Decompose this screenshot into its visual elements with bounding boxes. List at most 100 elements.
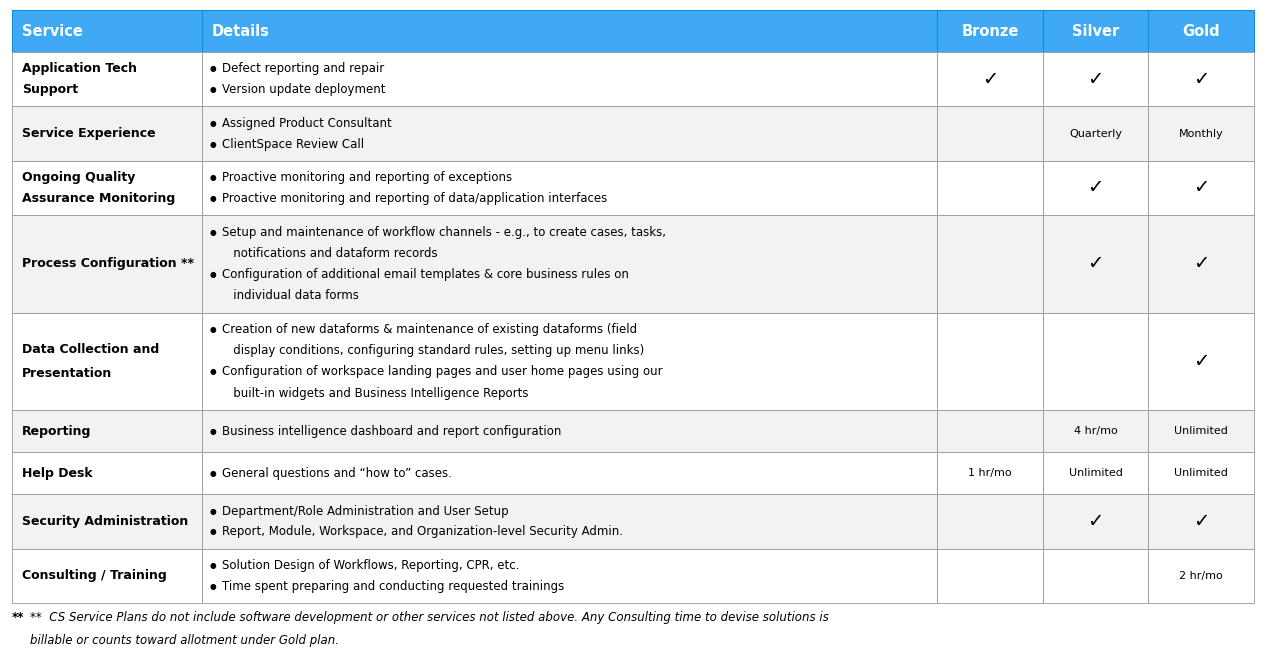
Text: Assurance Monitoring: Assurance Monitoring bbox=[22, 192, 175, 205]
Bar bbox=[11, 410, 203, 452]
Text: ●: ● bbox=[210, 86, 216, 94]
Bar bbox=[1043, 410, 1148, 452]
Text: ✓: ✓ bbox=[1193, 178, 1209, 197]
Text: Proactive monitoring and reporting of data/application interfaces: Proactive monitoring and reporting of da… bbox=[222, 192, 608, 205]
Text: Silver: Silver bbox=[1072, 24, 1119, 39]
Text: ✓: ✓ bbox=[1193, 70, 1209, 89]
Bar bbox=[1043, 313, 1148, 410]
Bar bbox=[11, 494, 203, 549]
Text: Ongoing Quality: Ongoing Quality bbox=[22, 171, 135, 184]
Text: display conditions, configuring standard rules, setting up menu links): display conditions, configuring standard… bbox=[222, 344, 644, 357]
Text: Configuration of additional email templates & core business rules on: Configuration of additional email templa… bbox=[222, 268, 629, 281]
Bar bbox=[1043, 452, 1148, 494]
Bar bbox=[11, 215, 203, 313]
Bar bbox=[203, 52, 937, 107]
Bar bbox=[203, 215, 937, 313]
Text: General questions and “how to” cases.: General questions and “how to” cases. bbox=[222, 467, 452, 480]
Text: Application Tech: Application Tech bbox=[22, 63, 137, 75]
Bar bbox=[937, 107, 1043, 161]
Text: ●: ● bbox=[210, 468, 216, 478]
Bar bbox=[937, 161, 1043, 215]
Text: ●: ● bbox=[210, 528, 216, 536]
Text: ✓: ✓ bbox=[1193, 255, 1209, 273]
Bar bbox=[937, 52, 1043, 107]
Text: ✓: ✓ bbox=[982, 70, 999, 89]
Text: ●: ● bbox=[210, 173, 216, 182]
Text: ●: ● bbox=[210, 582, 216, 591]
Text: Reporting: Reporting bbox=[22, 424, 91, 438]
Text: Setup and maintenance of workflow channels - e.g., to create cases, tasks,: Setup and maintenance of workflow channe… bbox=[222, 226, 666, 238]
Text: Defect reporting and repair: Defect reporting and repair bbox=[222, 63, 385, 75]
Bar bbox=[203, 107, 937, 161]
Text: ●: ● bbox=[210, 507, 216, 516]
Text: ●: ● bbox=[210, 426, 216, 436]
Bar bbox=[11, 452, 203, 494]
Bar bbox=[937, 410, 1043, 452]
Text: Time spent preparing and conducting requested trainings: Time spent preparing and conducting requ… bbox=[222, 580, 565, 593]
Text: Report, Module, Workspace, and Organization-level Security Admin.: Report, Module, Workspace, and Organizat… bbox=[222, 526, 623, 538]
Text: Version update deployment: Version update deployment bbox=[222, 83, 386, 96]
Text: Service Experience: Service Experience bbox=[22, 127, 156, 140]
Text: ●: ● bbox=[210, 367, 216, 376]
Text: ✓: ✓ bbox=[1087, 255, 1104, 273]
Bar bbox=[203, 313, 937, 410]
Text: Help Desk: Help Desk bbox=[22, 467, 92, 480]
Text: ClientSpace Review Call: ClientSpace Review Call bbox=[222, 138, 365, 151]
Text: Configuration of workspace landing pages and user home pages using our: Configuration of workspace landing pages… bbox=[222, 365, 662, 378]
Bar bbox=[1043, 161, 1148, 215]
Bar bbox=[203, 10, 937, 52]
Bar bbox=[1148, 107, 1255, 161]
Text: ✓: ✓ bbox=[1193, 512, 1209, 531]
Text: ●: ● bbox=[210, 139, 216, 149]
Bar bbox=[1148, 494, 1255, 549]
Bar bbox=[11, 10, 203, 52]
Text: notifications and dataform records: notifications and dataform records bbox=[222, 247, 438, 260]
Text: Presentation: Presentation bbox=[22, 367, 113, 380]
Bar bbox=[1148, 52, 1255, 107]
Text: Consulting / Training: Consulting / Training bbox=[22, 569, 167, 582]
Bar bbox=[937, 313, 1043, 410]
Bar bbox=[937, 494, 1043, 549]
Text: Business intelligence dashboard and report configuration: Business intelligence dashboard and repo… bbox=[222, 424, 561, 438]
Text: ✓: ✓ bbox=[1087, 70, 1104, 89]
Bar bbox=[203, 452, 937, 494]
Text: Department/Role Administration and User Setup: Department/Role Administration and User … bbox=[222, 505, 509, 518]
Text: Process Configuration **: Process Configuration ** bbox=[22, 257, 194, 270]
Bar bbox=[937, 215, 1043, 313]
Text: billable or counts toward allotment under Gold plan.: billable or counts toward allotment unde… bbox=[30, 634, 339, 647]
Text: Solution Design of Workflows, Reporting, CPR, etc.: Solution Design of Workflows, Reporting,… bbox=[222, 559, 519, 572]
Text: ●: ● bbox=[210, 118, 216, 128]
Bar bbox=[1043, 494, 1148, 549]
Bar bbox=[1043, 549, 1148, 603]
Bar bbox=[11, 107, 203, 161]
Text: **  CS Service Plans do not include software development or other services not l: ** CS Service Plans do not include softw… bbox=[30, 611, 829, 624]
Bar bbox=[1148, 215, 1255, 313]
Text: Quarterly: Quarterly bbox=[1070, 128, 1122, 139]
Text: ●: ● bbox=[210, 325, 216, 334]
Text: Bronze: Bronze bbox=[961, 24, 1019, 39]
Bar bbox=[203, 549, 937, 603]
Text: ✓: ✓ bbox=[1087, 178, 1104, 197]
Text: ●: ● bbox=[210, 194, 216, 203]
Bar bbox=[1148, 410, 1255, 452]
Text: Unlimited: Unlimited bbox=[1175, 468, 1228, 478]
Bar bbox=[11, 52, 203, 107]
Bar bbox=[937, 452, 1043, 494]
Text: Creation of new dataforms & maintenance of existing dataforms (field: Creation of new dataforms & maintenance … bbox=[222, 323, 637, 336]
Text: ●: ● bbox=[210, 270, 216, 279]
Text: Support: Support bbox=[22, 83, 78, 96]
Bar bbox=[1043, 10, 1148, 52]
Text: Service: Service bbox=[22, 24, 82, 39]
Bar bbox=[1148, 549, 1255, 603]
Bar bbox=[1043, 215, 1148, 313]
Text: Assigned Product Consultant: Assigned Product Consultant bbox=[222, 116, 391, 130]
Text: Unlimited: Unlimited bbox=[1175, 426, 1228, 436]
Text: ●: ● bbox=[210, 228, 216, 236]
Bar bbox=[11, 161, 203, 215]
Text: ●: ● bbox=[210, 561, 216, 570]
Bar bbox=[1148, 161, 1255, 215]
Bar bbox=[937, 549, 1043, 603]
Bar bbox=[203, 161, 937, 215]
Bar bbox=[937, 10, 1043, 52]
Bar bbox=[11, 549, 203, 603]
